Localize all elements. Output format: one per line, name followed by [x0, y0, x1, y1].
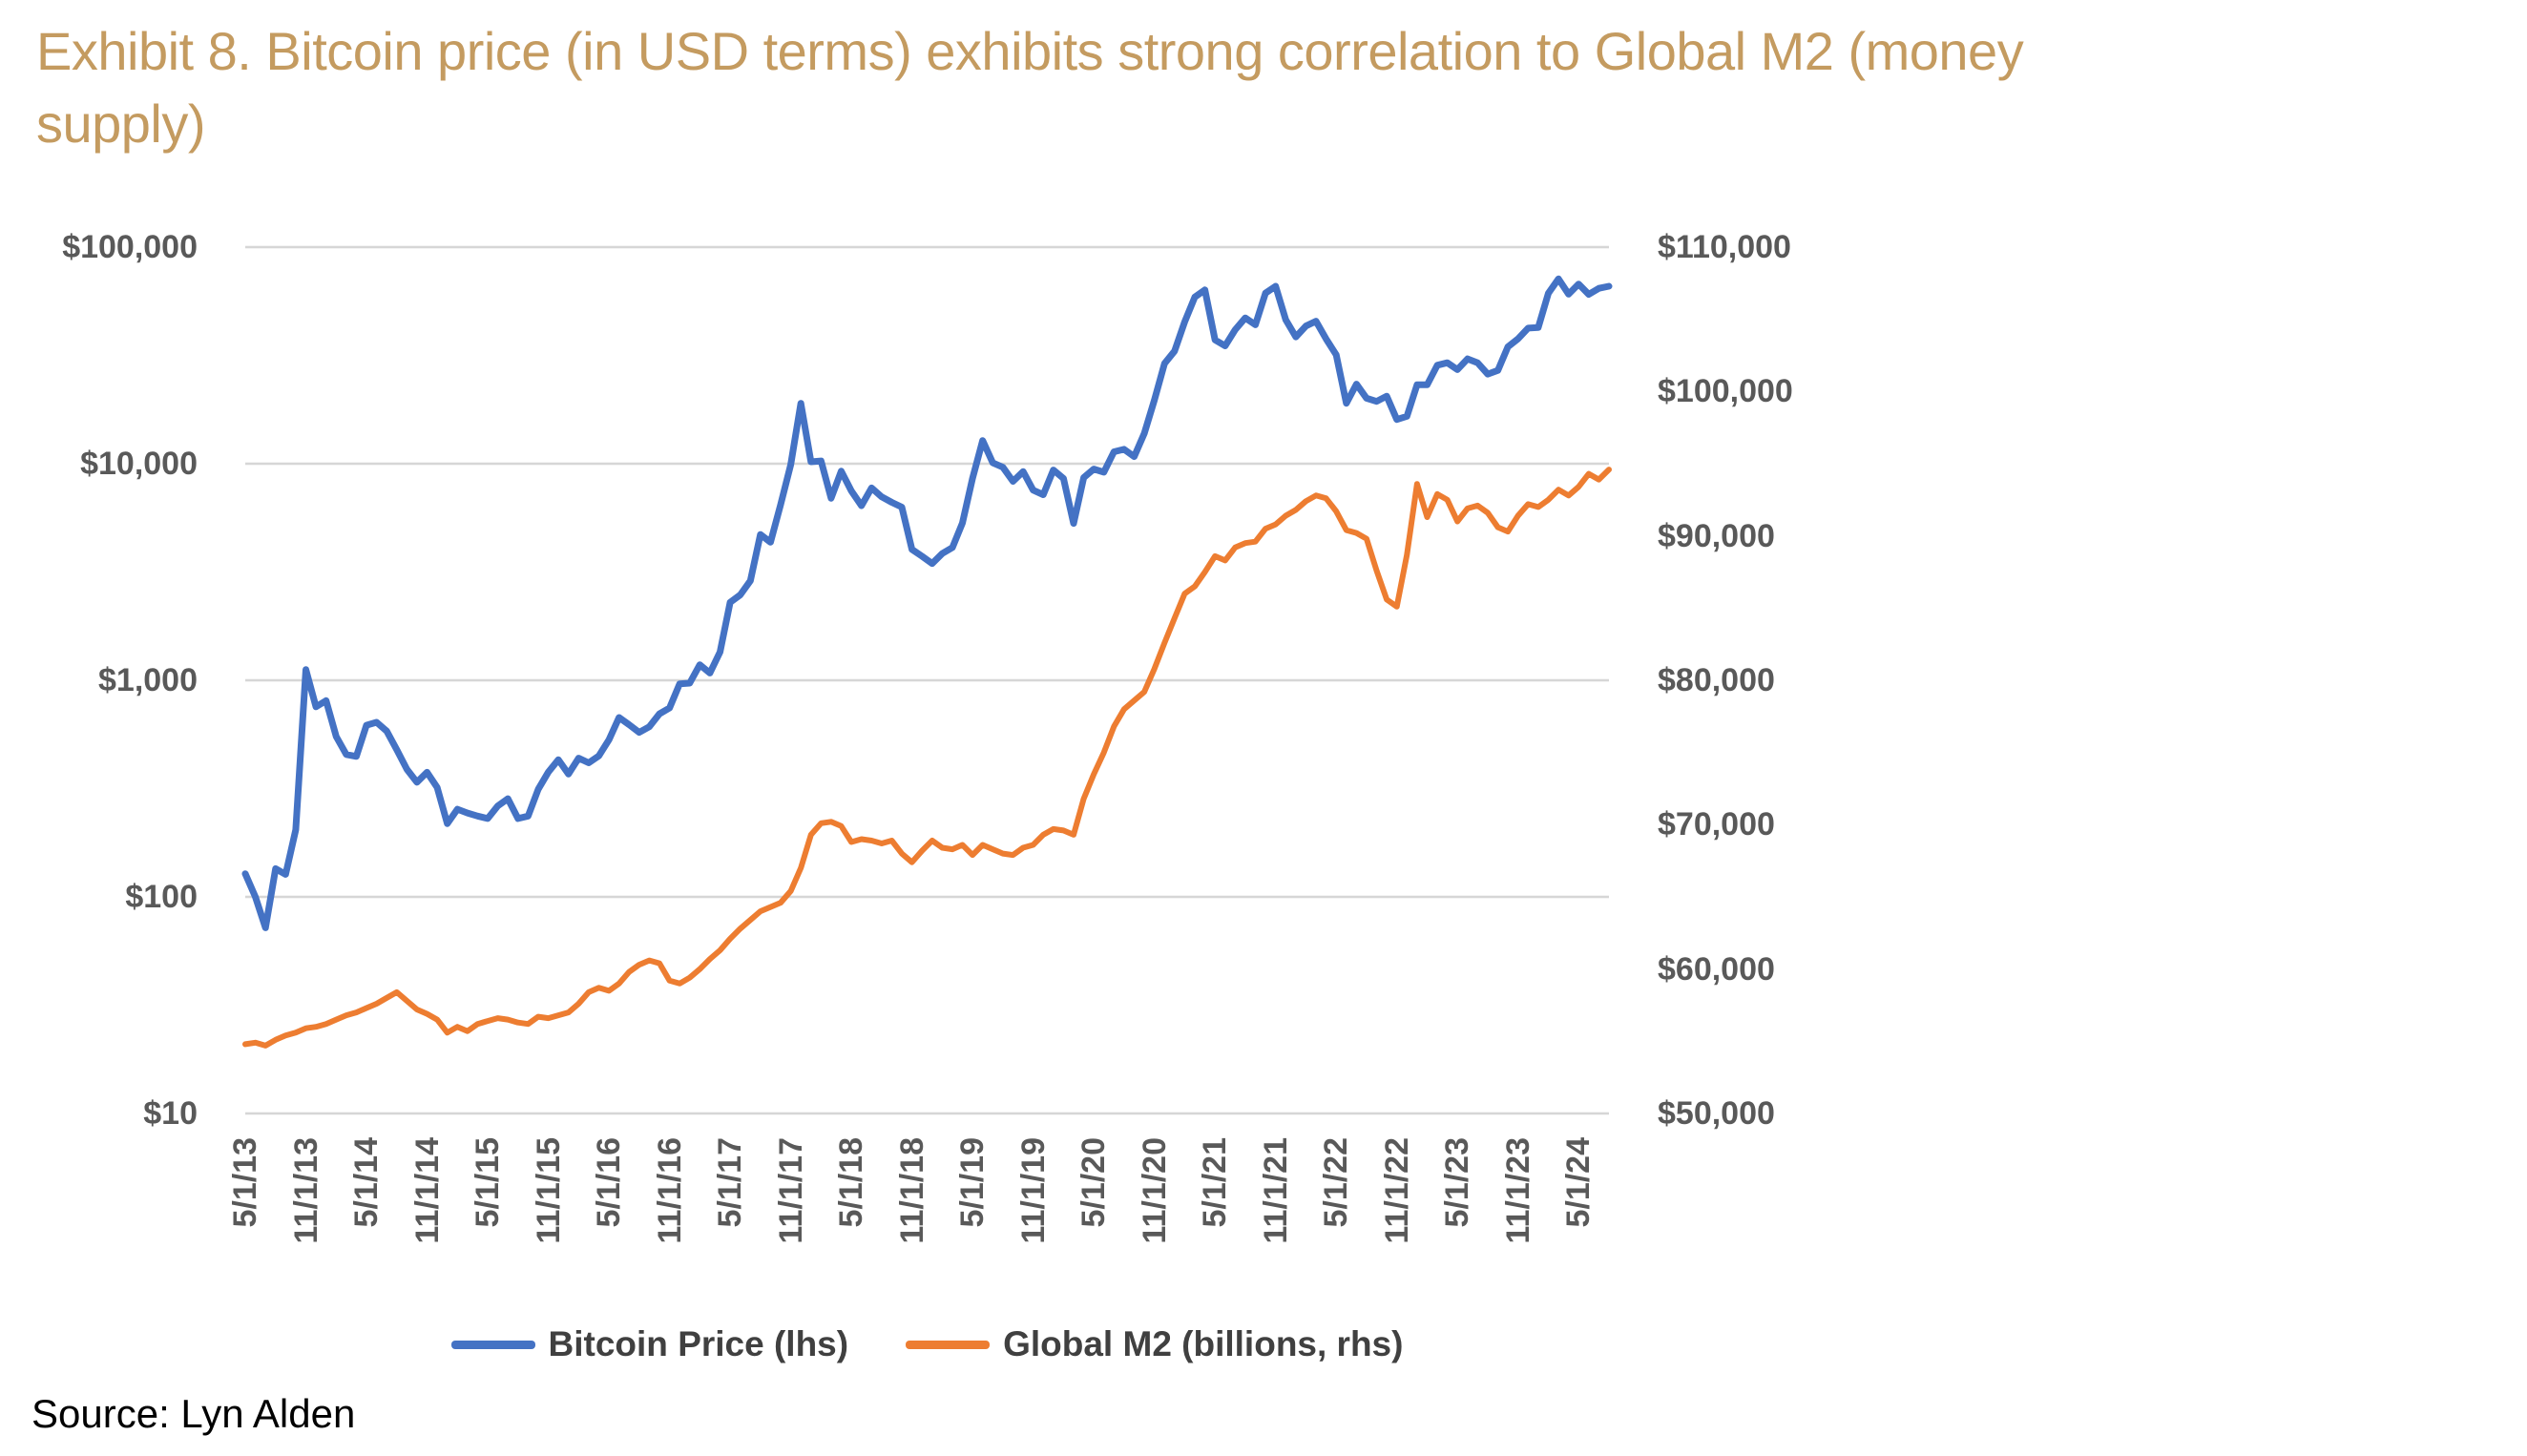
x-axis-tick-label: 5/1/16 — [591, 1137, 628, 1228]
x-axis-tick-label: 5/1/18 — [833, 1137, 870, 1228]
right-axis-tick-label: $60,000 — [1658, 950, 1775, 988]
x-axis-tick-label: 5/1/14 — [348, 1137, 386, 1228]
m2-line — [242, 467, 1612, 1049]
right-axis-tick-label: $70,000 — [1658, 806, 1775, 843]
x-axis-tick-label: 11/1/15 — [530, 1137, 567, 1244]
chart-title: Exhibit 8. Bitcoin price (in USD terms) … — [36, 15, 2024, 160]
x-axis-tick-label: 11/1/19 — [1014, 1137, 1052, 1244]
x-axis-tick-label: 11/1/22 — [1378, 1137, 1415, 1244]
x-axis-tick-label: 11/1/18 — [893, 1137, 930, 1244]
m2-legend-label: Global M2 (billions, rhs) — [1003, 1324, 1404, 1363]
source-note: Source: Lyn Alden — [31, 1391, 356, 1436]
x-axis-tick-label: 5/1/22 — [1318, 1137, 1355, 1228]
x-axis-tick-label: 11/1/14 — [408, 1137, 446, 1244]
left-axis-tick-label: $1,000 — [98, 662, 198, 698]
x-axis-tick-label: 11/1/13 — [287, 1137, 324, 1244]
left-axis-tick-label: $100,000 — [62, 229, 198, 265]
x-axis-tick-label: 5/1/15 — [470, 1137, 507, 1228]
m2-line-swatch-icon — [906, 1340, 991, 1349]
x-axis-tick-label: 5/1/23 — [1439, 1137, 1476, 1228]
bitcoin-legend-label: Bitcoin Price (lhs) — [548, 1324, 849, 1363]
right-axis-tick-label: $100,000 — [1658, 373, 1793, 410]
x-axis-tick-label: 11/1/21 — [1257, 1137, 1294, 1244]
bitcoin-line — [241, 275, 1613, 931]
right-axis-tick-label: $50,000 — [1658, 1095, 1775, 1132]
chart-title-line1: Exhibit 8. Bitcoin price (in USD terms) … — [36, 21, 2024, 81]
legend: Bitcoin Price (lhs) Global M2 (billions,… — [245, 1324, 1609, 1364]
legend-item-bitcoin: Bitcoin Price (lhs) — [450, 1324, 849, 1364]
x-axis-tick-label: 5/1/19 — [954, 1137, 992, 1228]
legend-item-m2: Global M2 (billions, rhs) — [906, 1324, 1403, 1364]
x-axis-tick-label: 11/1/23 — [1499, 1137, 1536, 1244]
chart-title-line2: supply) — [36, 94, 206, 154]
right-axis-tick-label: $80,000 — [1658, 662, 1775, 698]
x-axis-tick-label: 11/1/20 — [1136, 1137, 1173, 1244]
x-axis-tick-label: 5/1/17 — [712, 1137, 749, 1228]
right-axis-tick-label: $110,000 — [1658, 229, 1791, 265]
x-axis-tick-label: 5/1/13 — [227, 1137, 263, 1228]
left-axis-tick-label: $10 — [143, 1095, 198, 1132]
bitcoin-line-swatch-icon — [450, 1340, 535, 1349]
x-axis-tick-label: 5/1/24 — [1560, 1137, 1598, 1228]
left-axis-tick-label: $10,000 — [80, 446, 198, 482]
x-axis-tick-label: 11/1/17 — [772, 1137, 809, 1244]
x-axis-tick-label: 5/1/21 — [1197, 1137, 1234, 1228]
right-axis-tick-label: $90,000 — [1658, 517, 1775, 554]
left-axis-tick-label: $100 — [125, 879, 198, 915]
x-axis-tick-label: 11/1/16 — [651, 1137, 688, 1244]
x-axis-tick-label: 5/1/20 — [1076, 1137, 1113, 1228]
